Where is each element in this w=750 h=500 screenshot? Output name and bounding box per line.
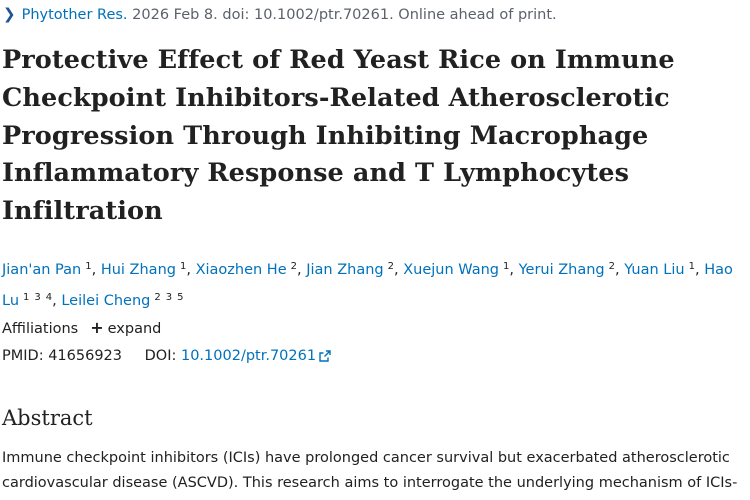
article-title: Protective Effect of Red Yeast Rice on I… [2,45,675,227]
doi-link[interactable]: 10.1002/ptr.70261 [181,348,331,364]
affiliation-ref[interactable]: 3 [34,292,41,303]
affiliation-refs: 2 [388,261,394,272]
affiliation-refs: 1 [689,261,695,272]
author-link[interactable]: Jian'an Pan [2,262,82,278]
identifiers: PMID: 41656923 DOI: 10.1002/ptr.70261 [2,345,331,367]
affiliation-refs: 1 [85,261,91,272]
affiliation-ref[interactable]: 1 [688,261,695,272]
author-item: Hao Lu 1 3 4, [2,262,733,309]
author-link[interactable]: Xiaozhen He [195,262,287,278]
affiliation-ref[interactable]: 1 [85,261,92,272]
affiliation-ref[interactable]: 4 [45,292,53,303]
affiliation-refs: 1 [503,261,509,272]
author-link[interactable]: Yerui Zhang [518,262,605,278]
affiliations-label: Affiliations [2,321,79,337]
affiliation-ref[interactable]: 1 [23,292,30,303]
author-item: Jian Zhang 2, [306,261,404,278]
author-link[interactable]: Hui Zhang [100,262,176,278]
affiliations-toggle[interactable]: Affiliations + expand [2,317,161,340]
author-link[interactable]: Leilei Cheng [61,293,151,309]
abstract-text: Immune checkpoint inhibitors (ICIs) have… [2,450,738,491]
journal-link[interactable]: Phytother Res. [21,7,128,23]
expand-label[interactable]: expand [107,321,162,337]
author-item: Xiaozhen He 2, [195,261,307,278]
author-link[interactable]: Yuan Liu [624,262,685,278]
author-link[interactable]: Hao Lu [2,262,733,309]
chevron-right-icon: ❯ [3,5,16,23]
affiliation-ref[interactable]: 5 [177,292,184,303]
citation-line: ❯ Phytother Res. 2026 Feb 8. doi: 10.1002… [3,4,557,25]
affiliation-ref[interactable]: 1 [503,261,510,272]
doi-value: 10.1002/ptr.70261 [180,348,317,364]
pmid-label: PMID: [2,348,44,364]
affiliation-ref[interactable]: 2 [154,292,161,303]
author-list: Jian'an Pan 1, Hui Zhang 1, Xiaozhen He 2, … [2,253,748,315]
author-link[interactable]: Jian Zhang [306,262,384,278]
author-item: Hui Zhang 1, [100,261,196,278]
affiliation-ref[interactable]: 2 [387,261,395,272]
author-link[interactable]: Xuejun Wang [403,262,499,278]
affiliation-ref[interactable]: 2 [608,261,616,272]
affiliation-ref[interactable]: 2 [290,261,298,272]
abstract-heading: Abstract [2,406,93,430]
citation-details: 2026 Feb 8. doi: 10.1002/ptr.70261. Onli… [132,7,557,23]
author-item: Xuejun Wang 1, [403,261,519,278]
author-item: Yerui Zhang 2, [518,261,625,278]
author-item: Jian'an Pan 1, [2,261,101,278]
author-item: Yuan Liu 1, [624,261,705,278]
affiliation-refs: 2 [291,261,297,272]
affiliation-ref[interactable]: 3 [165,292,173,303]
plus-icon[interactable]: + [90,318,104,337]
author-item: Leilei Cheng 2 3 5 [61,292,183,309]
doi-label: DOI: [144,348,177,364]
external-link-icon [319,350,331,362]
pmid-value: 41656923 [48,348,123,364]
affiliation-refs: 2 [609,261,615,272]
affiliation-ref[interactable]: 1 [179,261,187,272]
affiliation-refs: 1 [180,261,186,272]
